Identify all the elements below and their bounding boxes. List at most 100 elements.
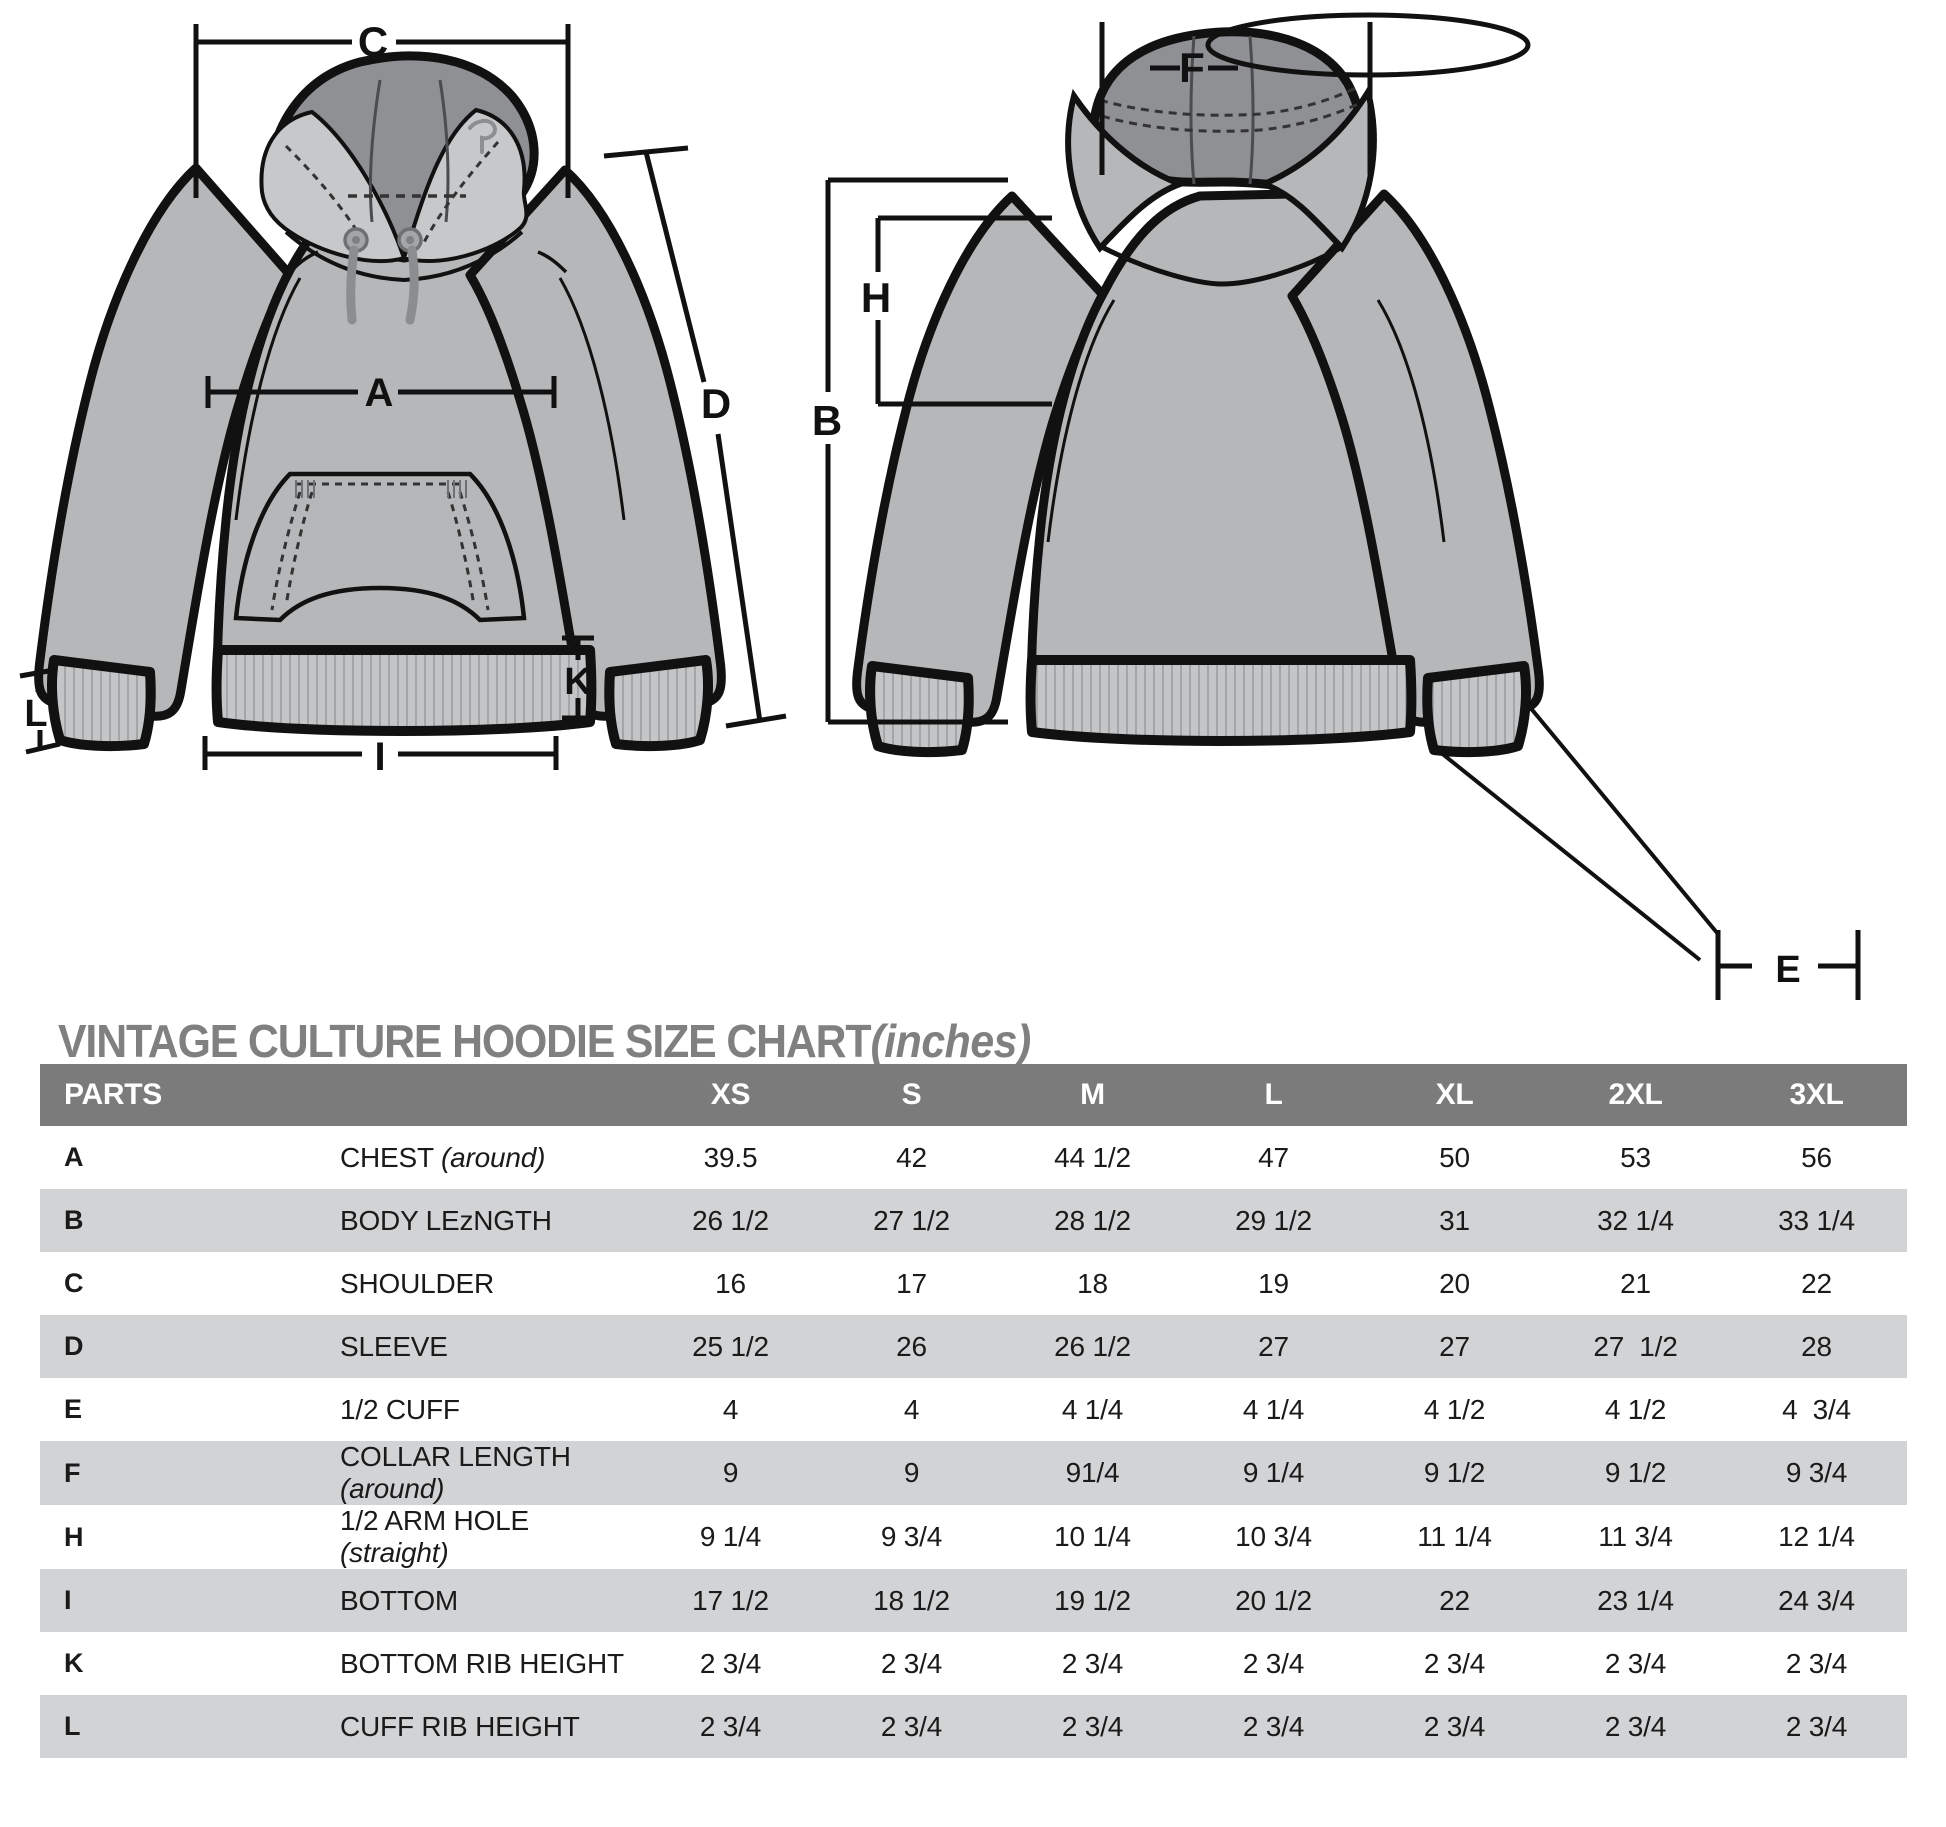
row-value-l: 29 1/2 bbox=[1235, 1204, 1312, 1236]
table-row: I BOTTOM 17 1/2 18 1/2 19 1/2 20 1/2 22 23 1/4 2… bbox=[40, 1569, 1907, 1632]
row-value-2xl: 27 1/2 bbox=[1593, 1330, 1678, 1362]
table-row: H 1/2 ARM HOLE (straight) 9 1/4 9 3/4 10 1/4… bbox=[40, 1505, 1907, 1569]
marker-A bbox=[205, 376, 557, 408]
page-title: VINTAGE CULTURE HOODIE SIZE CHART(inches… bbox=[58, 1018, 1031, 1064]
row-value-3xl: 2 3/4 bbox=[1785, 1647, 1848, 1679]
row-value-3xl: 28 bbox=[1801, 1330, 1832, 1362]
marker-F bbox=[1099, 12, 1531, 175]
row-code: F bbox=[64, 1457, 81, 1488]
row-part-name: CUFF RIB HEIGHT bbox=[340, 1710, 580, 1742]
header-size-xs: XS bbox=[710, 1078, 751, 1111]
header-size-xl: XL bbox=[1435, 1078, 1474, 1111]
row-part-name: SHOULDER bbox=[340, 1267, 494, 1299]
hoodie-back-view bbox=[852, 27, 1544, 758]
marker-D bbox=[603, 145, 787, 729]
row-value-xl: 11 1/4 bbox=[1417, 1521, 1492, 1552]
row-value-xs: 17 1/2 bbox=[692, 1584, 769, 1616]
header-size-2xl: 2XL bbox=[1608, 1078, 1663, 1111]
row-value-xs: 4 bbox=[722, 1393, 739, 1425]
size-chart-table: PARTS XS S M L XL 2XL 3XL A CHEST (around… bbox=[40, 1064, 1907, 1758]
row-part-name: COLLAR LENGTH (around) bbox=[340, 1441, 571, 1504]
row-value-s: 26 bbox=[896, 1330, 927, 1362]
marker-I bbox=[202, 736, 559, 770]
row-value-s: 27 1/2 bbox=[873, 1204, 950, 1236]
marker-label-I: I bbox=[374, 735, 385, 779]
marker-label-H: H bbox=[861, 274, 891, 321]
row-value-2xl: 11 3/4 bbox=[1598, 1521, 1673, 1552]
row-value-m: 4 1/4 bbox=[1061, 1393, 1124, 1425]
row-value-3xl: 9 3/4 bbox=[1785, 1457, 1848, 1488]
chart-title-units: (inches) bbox=[870, 1015, 1031, 1067]
row-value-2xl: 53 bbox=[1620, 1141, 1651, 1173]
row-part-name: CHEST (around) bbox=[340, 1141, 546, 1173]
row-value-s: 4 bbox=[903, 1393, 920, 1425]
row-value-m: 19 1/2 bbox=[1054, 1584, 1131, 1616]
row-value-l: 20 1/2 bbox=[1235, 1584, 1312, 1616]
row-value-l: 10 3/4 bbox=[1235, 1521, 1312, 1552]
row-code: A bbox=[64, 1142, 84, 1172]
table-row: F COLLAR LENGTH (around) 9 9 91/4 9 1/4 9 1/2 9… bbox=[40, 1441, 1907, 1505]
row-value-2xl: 32 1/4 bbox=[1597, 1204, 1674, 1236]
marker-L bbox=[19, 667, 61, 755]
table-row: E 1/2 CUFF 4 4 4 1/4 4 1/4 4 1/2 4 1/2 4 3/4 bbox=[40, 1378, 1907, 1441]
row-value-xs: 2 3/4 bbox=[699, 1710, 762, 1742]
row-value-3xl: 22 bbox=[1801, 1267, 1832, 1299]
row-value-l: 2 3/4 bbox=[1242, 1710, 1305, 1742]
row-value-s: 42 bbox=[896, 1141, 927, 1173]
hoodie-front-view bbox=[34, 51, 726, 752]
row-value-xl: 27 bbox=[1439, 1330, 1470, 1362]
marker-label-B: B bbox=[812, 397, 842, 444]
table-row: C SHOULDER 16 17 18 19 20 21 22 bbox=[40, 1252, 1907, 1315]
row-value-l: 47 bbox=[1258, 1141, 1289, 1173]
table-row: B BODY LEzNGTH 26 1/2 27 1/2 28 1/2 29 1/2 31 3… bbox=[40, 1189, 1907, 1252]
row-part-qualifier: (around) bbox=[440, 1141, 546, 1173]
chart-title-main: VINTAGE CULTURE HOODIE SIZE CHART bbox=[58, 1015, 872, 1067]
row-code: I bbox=[64, 1585, 72, 1615]
row-value-m: 28 1/2 bbox=[1054, 1204, 1131, 1236]
row-value-s: 18 1/2 bbox=[873, 1584, 950, 1616]
row-value-3xl: 33 1/4 bbox=[1778, 1204, 1855, 1236]
row-code: C bbox=[64, 1268, 84, 1298]
header-size-m: M bbox=[1080, 1078, 1105, 1111]
row-value-m: 44 1/2 bbox=[1054, 1141, 1131, 1173]
row-value-xs: 2 3/4 bbox=[699, 1647, 762, 1679]
header-row: PARTS XS S M L XL 2XL 3XL bbox=[40, 1064, 1907, 1126]
row-value-2xl: 4 1/2 bbox=[1604, 1393, 1667, 1425]
row-value-s: 2 3/4 bbox=[880, 1710, 943, 1742]
marker-H bbox=[875, 215, 1052, 407]
row-value-3xl: 24 3/4 bbox=[1778, 1584, 1855, 1616]
row-value-2xl: 9 1/2 bbox=[1604, 1457, 1667, 1488]
row-value-3xl: 12 1/4 bbox=[1778, 1521, 1855, 1552]
row-value-m: 10 1/4 bbox=[1054, 1521, 1131, 1552]
marker-label-C: C bbox=[358, 18, 388, 65]
row-value-3xl: 56 bbox=[1801, 1141, 1832, 1173]
row-part-name: BOTTOM RIB HEIGHT bbox=[340, 1647, 624, 1679]
header-size-l: L bbox=[1264, 1078, 1283, 1111]
header-parts: PARTS bbox=[64, 1078, 162, 1111]
table-body: A CHEST (around) 39.5 42 44 1/2 47 50 53 56 B BODY… bbox=[40, 1126, 1907, 1758]
row-value-xs: 26 1/2 bbox=[692, 1204, 769, 1236]
row-value-xs: 9 1/4 bbox=[699, 1521, 762, 1552]
table-header: PARTS XS S M L XL 2XL 3XL bbox=[40, 1064, 1907, 1126]
row-value-s: 17 bbox=[896, 1267, 927, 1299]
row-value-xl: 2 3/4 bbox=[1423, 1710, 1486, 1742]
marker-label-D: D bbox=[701, 380, 731, 427]
row-value-xl: 20 bbox=[1439, 1267, 1470, 1299]
table-row: K BOTTOM RIB HEIGHT 2 3/4 2 3/4 2 3/4 2 3/4 2 … bbox=[40, 1632, 1907, 1695]
row-code: L bbox=[64, 1711, 81, 1741]
marker-label-A: A bbox=[365, 371, 394, 415]
row-value-xl: 2 3/4 bbox=[1423, 1647, 1486, 1679]
row-value-xl: 50 bbox=[1439, 1141, 1470, 1173]
row-value-l: 2 3/4 bbox=[1242, 1647, 1305, 1679]
row-value-xl: 22 bbox=[1439, 1584, 1470, 1616]
row-part-qualifier: (straight) bbox=[340, 1537, 449, 1568]
row-value-m: 18 bbox=[1077, 1267, 1108, 1299]
row-value-s: 2 3/4 bbox=[880, 1647, 943, 1679]
marker-E bbox=[1715, 930, 1861, 1000]
row-part-qualifier: (around) bbox=[340, 1473, 445, 1504]
header-size-s: S bbox=[901, 1078, 922, 1111]
row-code: K bbox=[64, 1648, 84, 1678]
row-value-2xl: 2 3/4 bbox=[1604, 1647, 1667, 1679]
header-size-3xl: 3XL bbox=[1789, 1078, 1844, 1111]
